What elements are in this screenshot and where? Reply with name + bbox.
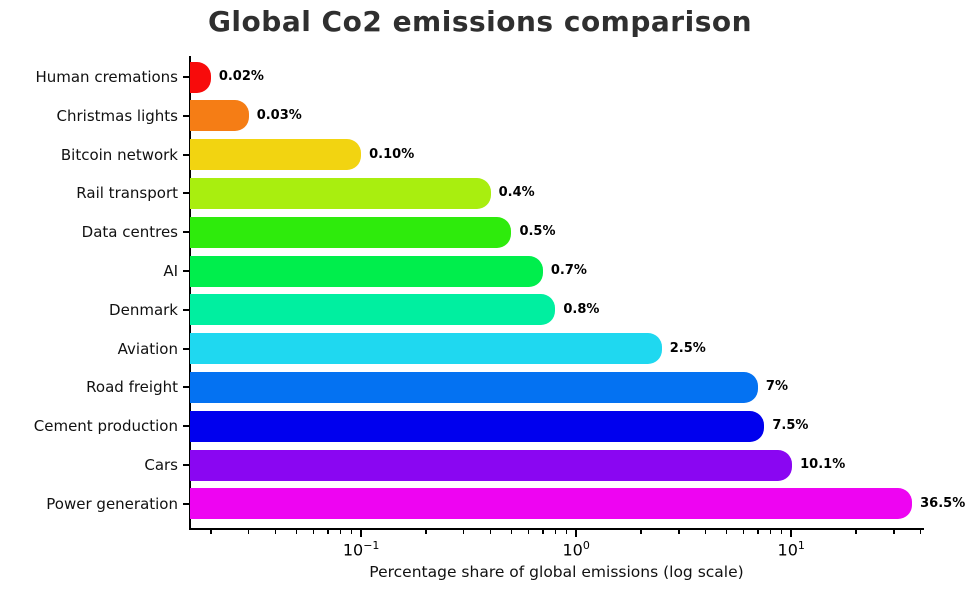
value-label-christmas-lights: 0.03% — [256, 107, 302, 123]
y-tick — [183, 425, 190, 428]
value-label-bitcoin-network: 0.10% — [369, 146, 415, 162]
x-minor-tick — [542, 530, 544, 534]
category-label-denmark: Denmark — [109, 300, 178, 319]
value-label-cement-production: 7.5% — [772, 418, 809, 434]
x-minor-tick — [462, 530, 465, 534]
x-minor-tick — [274, 530, 277, 534]
category-label-ai: AI — [163, 262, 178, 280]
category-label-cars: Cars — [144, 456, 178, 474]
x-minor-tick — [489, 530, 492, 534]
category-label-cement-production: Cement production — [33, 417, 178, 436]
x-minor-tick — [742, 530, 745, 534]
y-tick — [183, 386, 190, 389]
x-axis-line — [189, 528, 924, 530]
category-label-road-freight: Road freight — [86, 378, 178, 397]
x-minor-tick — [919, 530, 922, 534]
x-minor-tick — [425, 530, 427, 534]
x-axis-label: Percentage share of global emissions (lo… — [369, 563, 744, 581]
y-tick — [183, 153, 190, 156]
y-tick — [183, 76, 190, 78]
y-tick — [183, 464, 190, 466]
value-label-human-cremations: 0.02% — [218, 69, 264, 84]
bar-ai — [190, 255, 543, 287]
value-label-power-generation: 36.5% — [920, 495, 966, 511]
category-label-human-cremations: Human cremations — [35, 68, 178, 86]
x-minor-tick — [725, 530, 728, 534]
x-minor-tick — [312, 530, 315, 534]
category-label-power-generation: Power generation — [46, 494, 178, 513]
y-tick — [183, 308, 190, 311]
category-label-data-centres: Data centres — [81, 223, 178, 242]
x-minor-tick — [527, 530, 530, 534]
x-minor-tick — [210, 530, 212, 534]
x-minor-tick — [893, 530, 895, 534]
x-tick-label: 100 — [562, 539, 590, 560]
bar-cars — [190, 449, 793, 481]
bar-christmas-lights — [190, 100, 249, 132]
x-minor-tick — [554, 530, 557, 534]
x-minor-tick — [757, 530, 759, 534]
y-tick — [183, 114, 190, 117]
x-minor-tick — [247, 530, 250, 534]
bar-aviation — [190, 333, 662, 365]
x-minor-tick — [769, 530, 772, 534]
x-minor-tick — [678, 530, 680, 534]
x-minor-tick — [780, 530, 783, 534]
bar-road-freight — [190, 371, 758, 403]
value-label-road-freight: 7% — [765, 379, 788, 395]
bar-rail-transport — [190, 177, 491, 209]
category-label-rail-transport: Rail transport — [76, 184, 178, 203]
y-tick — [183, 192, 190, 195]
value-label-ai: 0.7% — [550, 263, 587, 278]
x-minor-tick — [295, 530, 298, 534]
y-tick — [183, 347, 190, 350]
bar-human-cremations — [190, 61, 211, 93]
bar-data-centres — [190, 216, 512, 248]
x-minor-tick — [510, 530, 513, 534]
bar-power-generation — [190, 488, 913, 520]
x-minor-tick — [704, 530, 707, 534]
bar-bitcoin-network — [190, 139, 362, 171]
x-major-tick — [790, 530, 793, 537]
category-label-aviation: Aviation — [117, 339, 178, 358]
x-major-tick — [575, 530, 578, 537]
value-label-cars: 10.1% — [800, 457, 846, 472]
y-tick — [183, 231, 190, 234]
x-major-tick — [360, 530, 363, 537]
y-axis-line — [189, 56, 191, 530]
x-minor-tick — [565, 530, 568, 534]
category-label-bitcoin-network: Bitcoin network — [60, 145, 178, 164]
x-minor-tick — [339, 530, 342, 534]
x-tick-label: 10−1 — [342, 539, 380, 560]
x-minor-tick — [350, 530, 353, 534]
value-label-aviation: 2.5% — [669, 340, 706, 356]
x-minor-tick — [327, 530, 329, 534]
x-tick-label: 101 — [777, 539, 805, 560]
value-label-rail-transport: 0.4% — [498, 185, 535, 201]
value-label-data-centres: 0.5% — [519, 224, 556, 240]
y-tick — [183, 502, 190, 505]
value-label-denmark: 0.8% — [563, 301, 600, 317]
bar-denmark — [190, 294, 556, 326]
x-minor-tick — [855, 530, 857, 534]
chart-title: Global Co2 emissions comparison — [207, 5, 753, 38]
category-label-christmas-lights: Christmas lights — [56, 106, 178, 125]
bar-cement-production — [190, 410, 765, 442]
y-tick — [183, 270, 190, 272]
x-minor-tick — [640, 530, 642, 534]
